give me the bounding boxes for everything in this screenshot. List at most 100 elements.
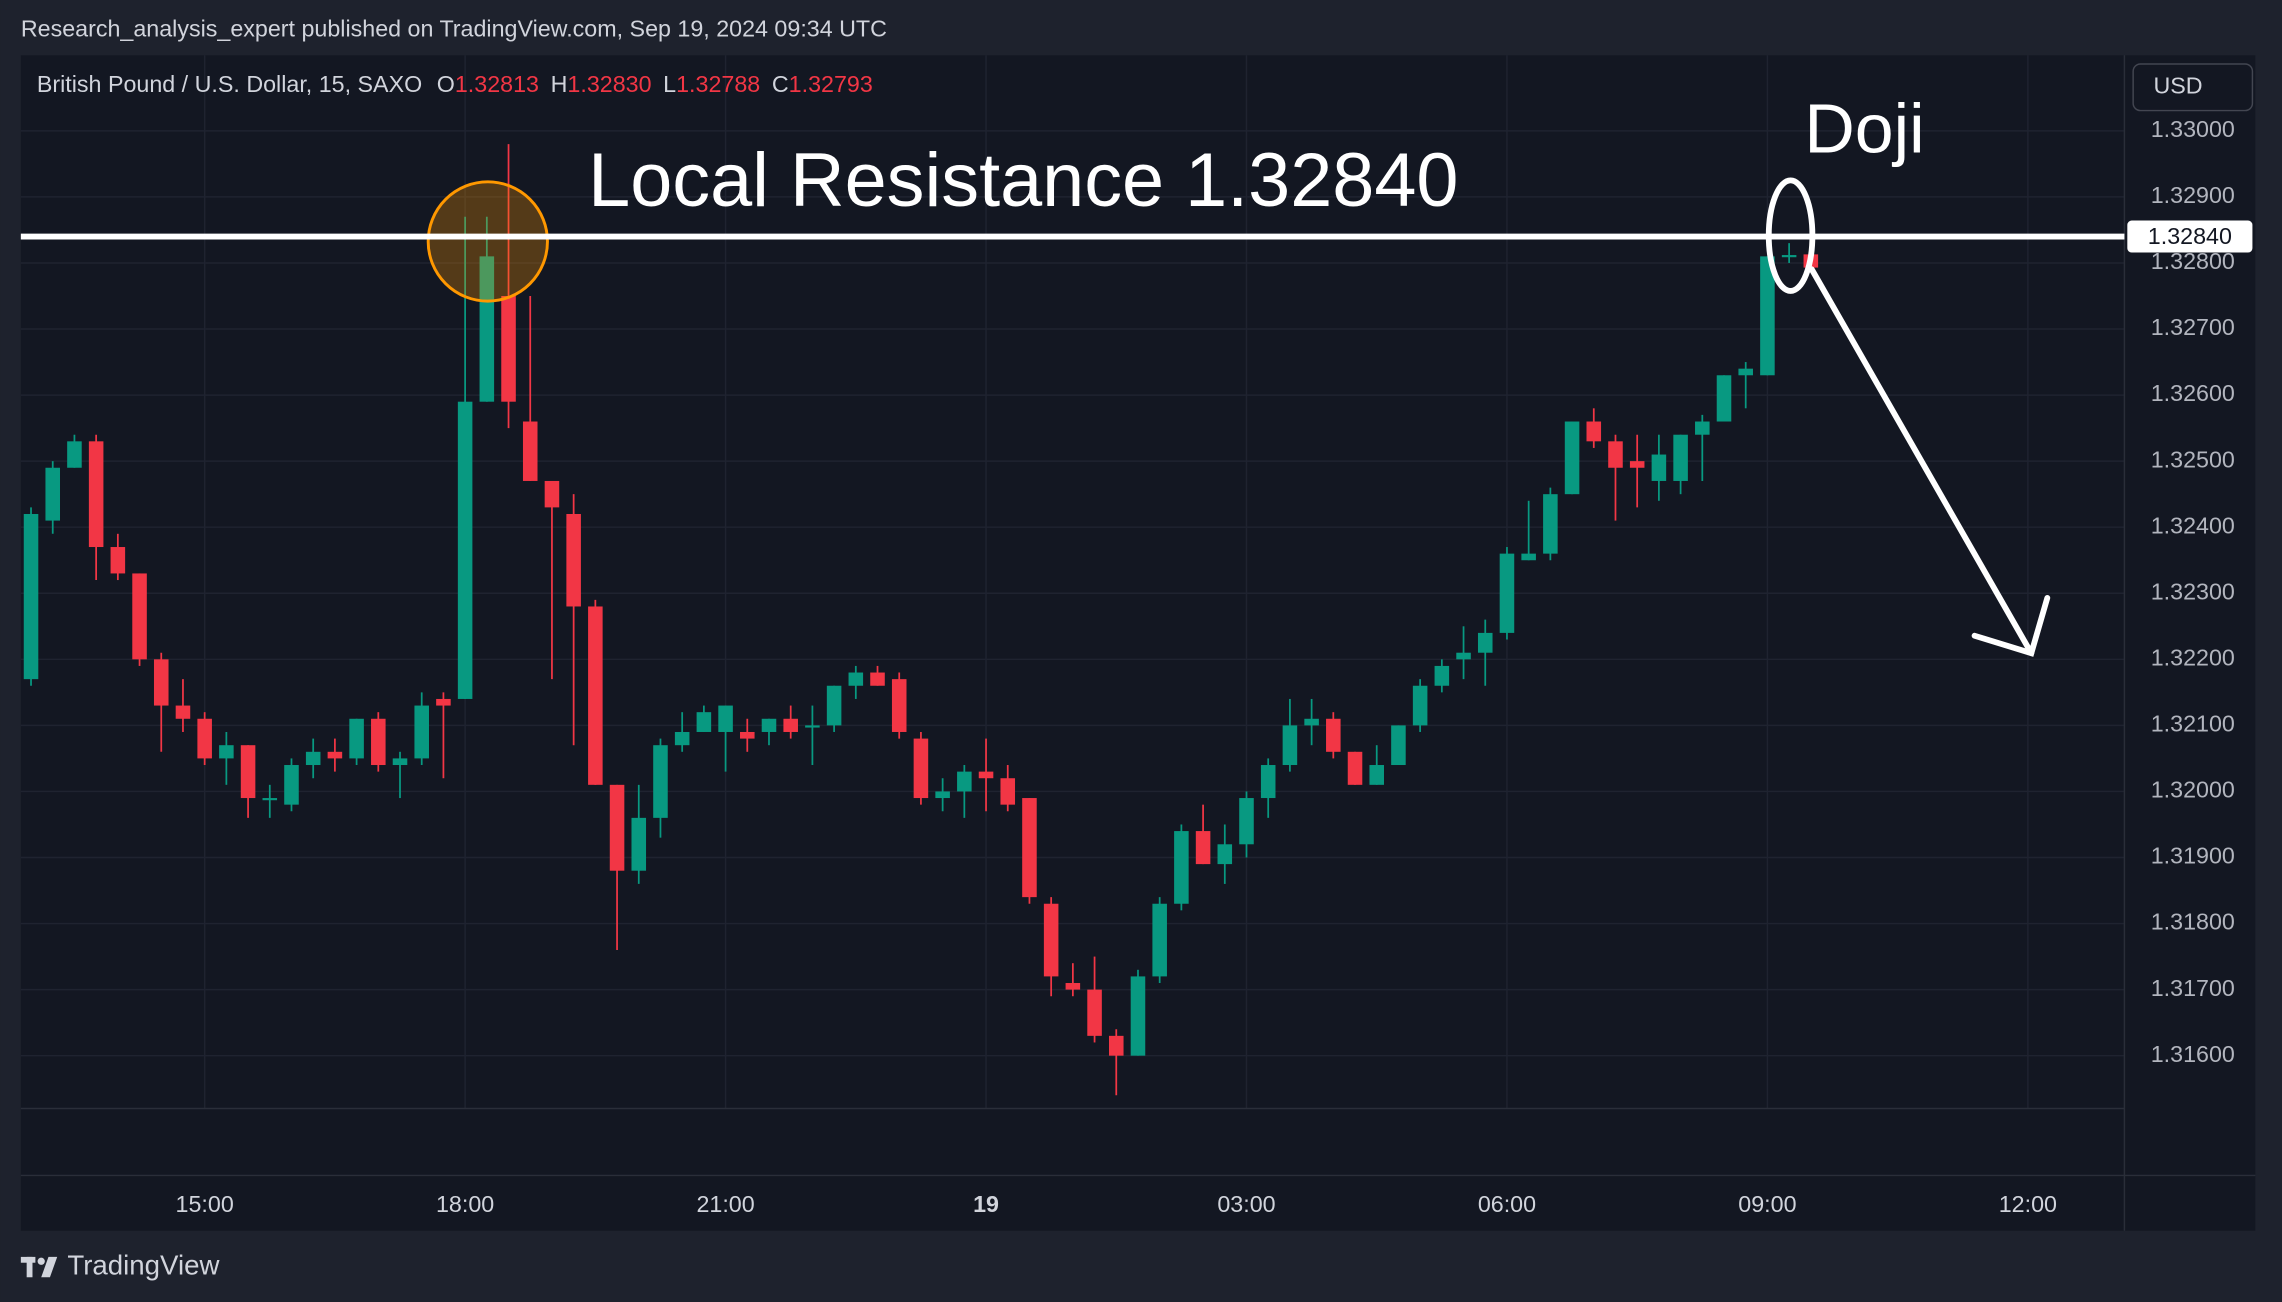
- candle-body: [1716, 375, 1732, 422]
- y-tick-label: 1.31900: [2151, 843, 2235, 869]
- candle-body: [1260, 765, 1276, 799]
- candle-body: [1195, 831, 1211, 865]
- candle-body: [1586, 421, 1602, 442]
- candle-body: [978, 771, 994, 779]
- candle-body: [1673, 434, 1688, 481]
- currency-button[interactable]: [2132, 63, 2254, 112]
- legend-value: 1.32788: [676, 71, 760, 97]
- y-tick-label: 1.32400: [2151, 512, 2235, 538]
- publisher: Research_analysis_expert published on Tr…: [21, 16, 887, 42]
- y-tick-label: 1.31700: [2151, 975, 2235, 1001]
- candles: [23, 144, 1819, 1096]
- candle-body: [1108, 1035, 1124, 1056]
- candle-body: [1282, 725, 1298, 766]
- y-tick-label: 1.32100: [2151, 711, 2235, 737]
- candle-body: [436, 698, 451, 706]
- candle-body: [718, 705, 733, 732]
- currency: USD: [2154, 72, 2203, 98]
- candle-body: [1564, 421, 1580, 495]
- candle-body: [153, 659, 169, 706]
- candle-body: [1760, 256, 1775, 376]
- y-tick-label: 1.32500: [2151, 446, 2235, 472]
- y-tick-label: 1.32800: [2151, 248, 2235, 274]
- x-tick-label: 15:00: [176, 1191, 234, 1217]
- candle-body: [1521, 553, 1536, 561]
- candle-body: [1217, 844, 1233, 865]
- y-tick-label: 1.32200: [2151, 644, 2235, 670]
- legend-key: H: [551, 71, 568, 97]
- x-tick-label: 03:00: [1217, 1191, 1275, 1217]
- annotations: 1.32840 Local Resistance 1.32840 Doji: [20, 89, 2253, 294]
- arrow-shaft: [1808, 266, 2035, 657]
- candle-body: [1543, 494, 1558, 554]
- x-tick-label: 12:00: [1999, 1191, 2057, 1217]
- candle-body: [1369, 765, 1385, 785]
- candle-body: [696, 712, 712, 732]
- candle-body: [1043, 903, 1059, 977]
- candle-body: [1304, 718, 1319, 726]
- candle-body: [891, 679, 907, 732]
- x-tick-label: 21:00: [696, 1191, 754, 1217]
- resistance-annotation: Local Resistance 1.32840: [588, 139, 1458, 223]
- candle-body: [457, 401, 473, 699]
- candle-body: [740, 731, 755, 739]
- candle-body: [522, 421, 538, 481]
- candle-body: [566, 513, 581, 607]
- candle-body: [848, 672, 864, 686]
- candle-body: [197, 718, 212, 759]
- y-tick-label: 1.31600: [2151, 1041, 2235, 1067]
- highlight-circle: [426, 180, 549, 303]
- y-tick-label: 1.32700: [2151, 314, 2235, 340]
- legend-value: 1.32813: [455, 71, 539, 97]
- candle-body: [544, 480, 560, 508]
- candle-body: [349, 718, 364, 759]
- candle-body: [1174, 831, 1189, 904]
- candle-body: [1391, 725, 1406, 766]
- arrow: [1808, 266, 2051, 657]
- logo: [20, 1256, 58, 1278]
- x-tick-label: 09:00: [1738, 1191, 1796, 1217]
- candle-body: [588, 606, 603, 785]
- candle-body: [935, 791, 950, 799]
- y-tick-label: 1.31800: [2151, 909, 2235, 935]
- candle-body: [1695, 421, 1710, 435]
- candle-body: [1499, 553, 1515, 633]
- candle-body: [414, 705, 429, 759]
- candle-body: [913, 738, 929, 799]
- candle-body: [1152, 903, 1167, 977]
- candle-body: [219, 745, 234, 759]
- candle-body: [826, 685, 842, 726]
- x-tick-label: 18:00: [436, 1191, 494, 1217]
- x-tick-label: 06:00: [1478, 1191, 1536, 1217]
- candle-body: [1022, 798, 1037, 898]
- candle-body: [1239, 798, 1254, 845]
- candle-body: [45, 467, 61, 521]
- y-tick-label: 1.32600: [2151, 380, 2235, 406]
- candle-body: [761, 718, 777, 732]
- legend-key: L: [663, 71, 676, 97]
- candle-body: [327, 751, 343, 759]
- candle-body: [88, 441, 104, 548]
- logo-part: [41, 1256, 58, 1278]
- doji-ellipse: [1765, 177, 1816, 294]
- candle-body: [284, 765, 299, 805]
- footer-brand: TradingView: [67, 1249, 220, 1280]
- candle-body: [392, 758, 408, 766]
- legend-title: British Pound / U.S. Dollar, 15, SAXO: [37, 71, 422, 97]
- candle-body: [1434, 665, 1450, 686]
- y-tick-label: 1.32000: [2151, 777, 2235, 803]
- resistance-tag: 1.32840: [2148, 223, 2232, 249]
- candle-body: [783, 718, 798, 732]
- candle-body: [1412, 685, 1428, 726]
- candle-body: [1326, 718, 1341, 752]
- candle-body: [1000, 778, 1016, 805]
- candle-body: [262, 798, 278, 801]
- candle-body: [1347, 751, 1363, 785]
- candle-body: [23, 513, 39, 680]
- candle-body: [1456, 652, 1471, 660]
- candle-body: [67, 441, 82, 468]
- candle-body: [132, 573, 147, 660]
- candle-body: [110, 547, 126, 574]
- candle-body: [1651, 454, 1667, 481]
